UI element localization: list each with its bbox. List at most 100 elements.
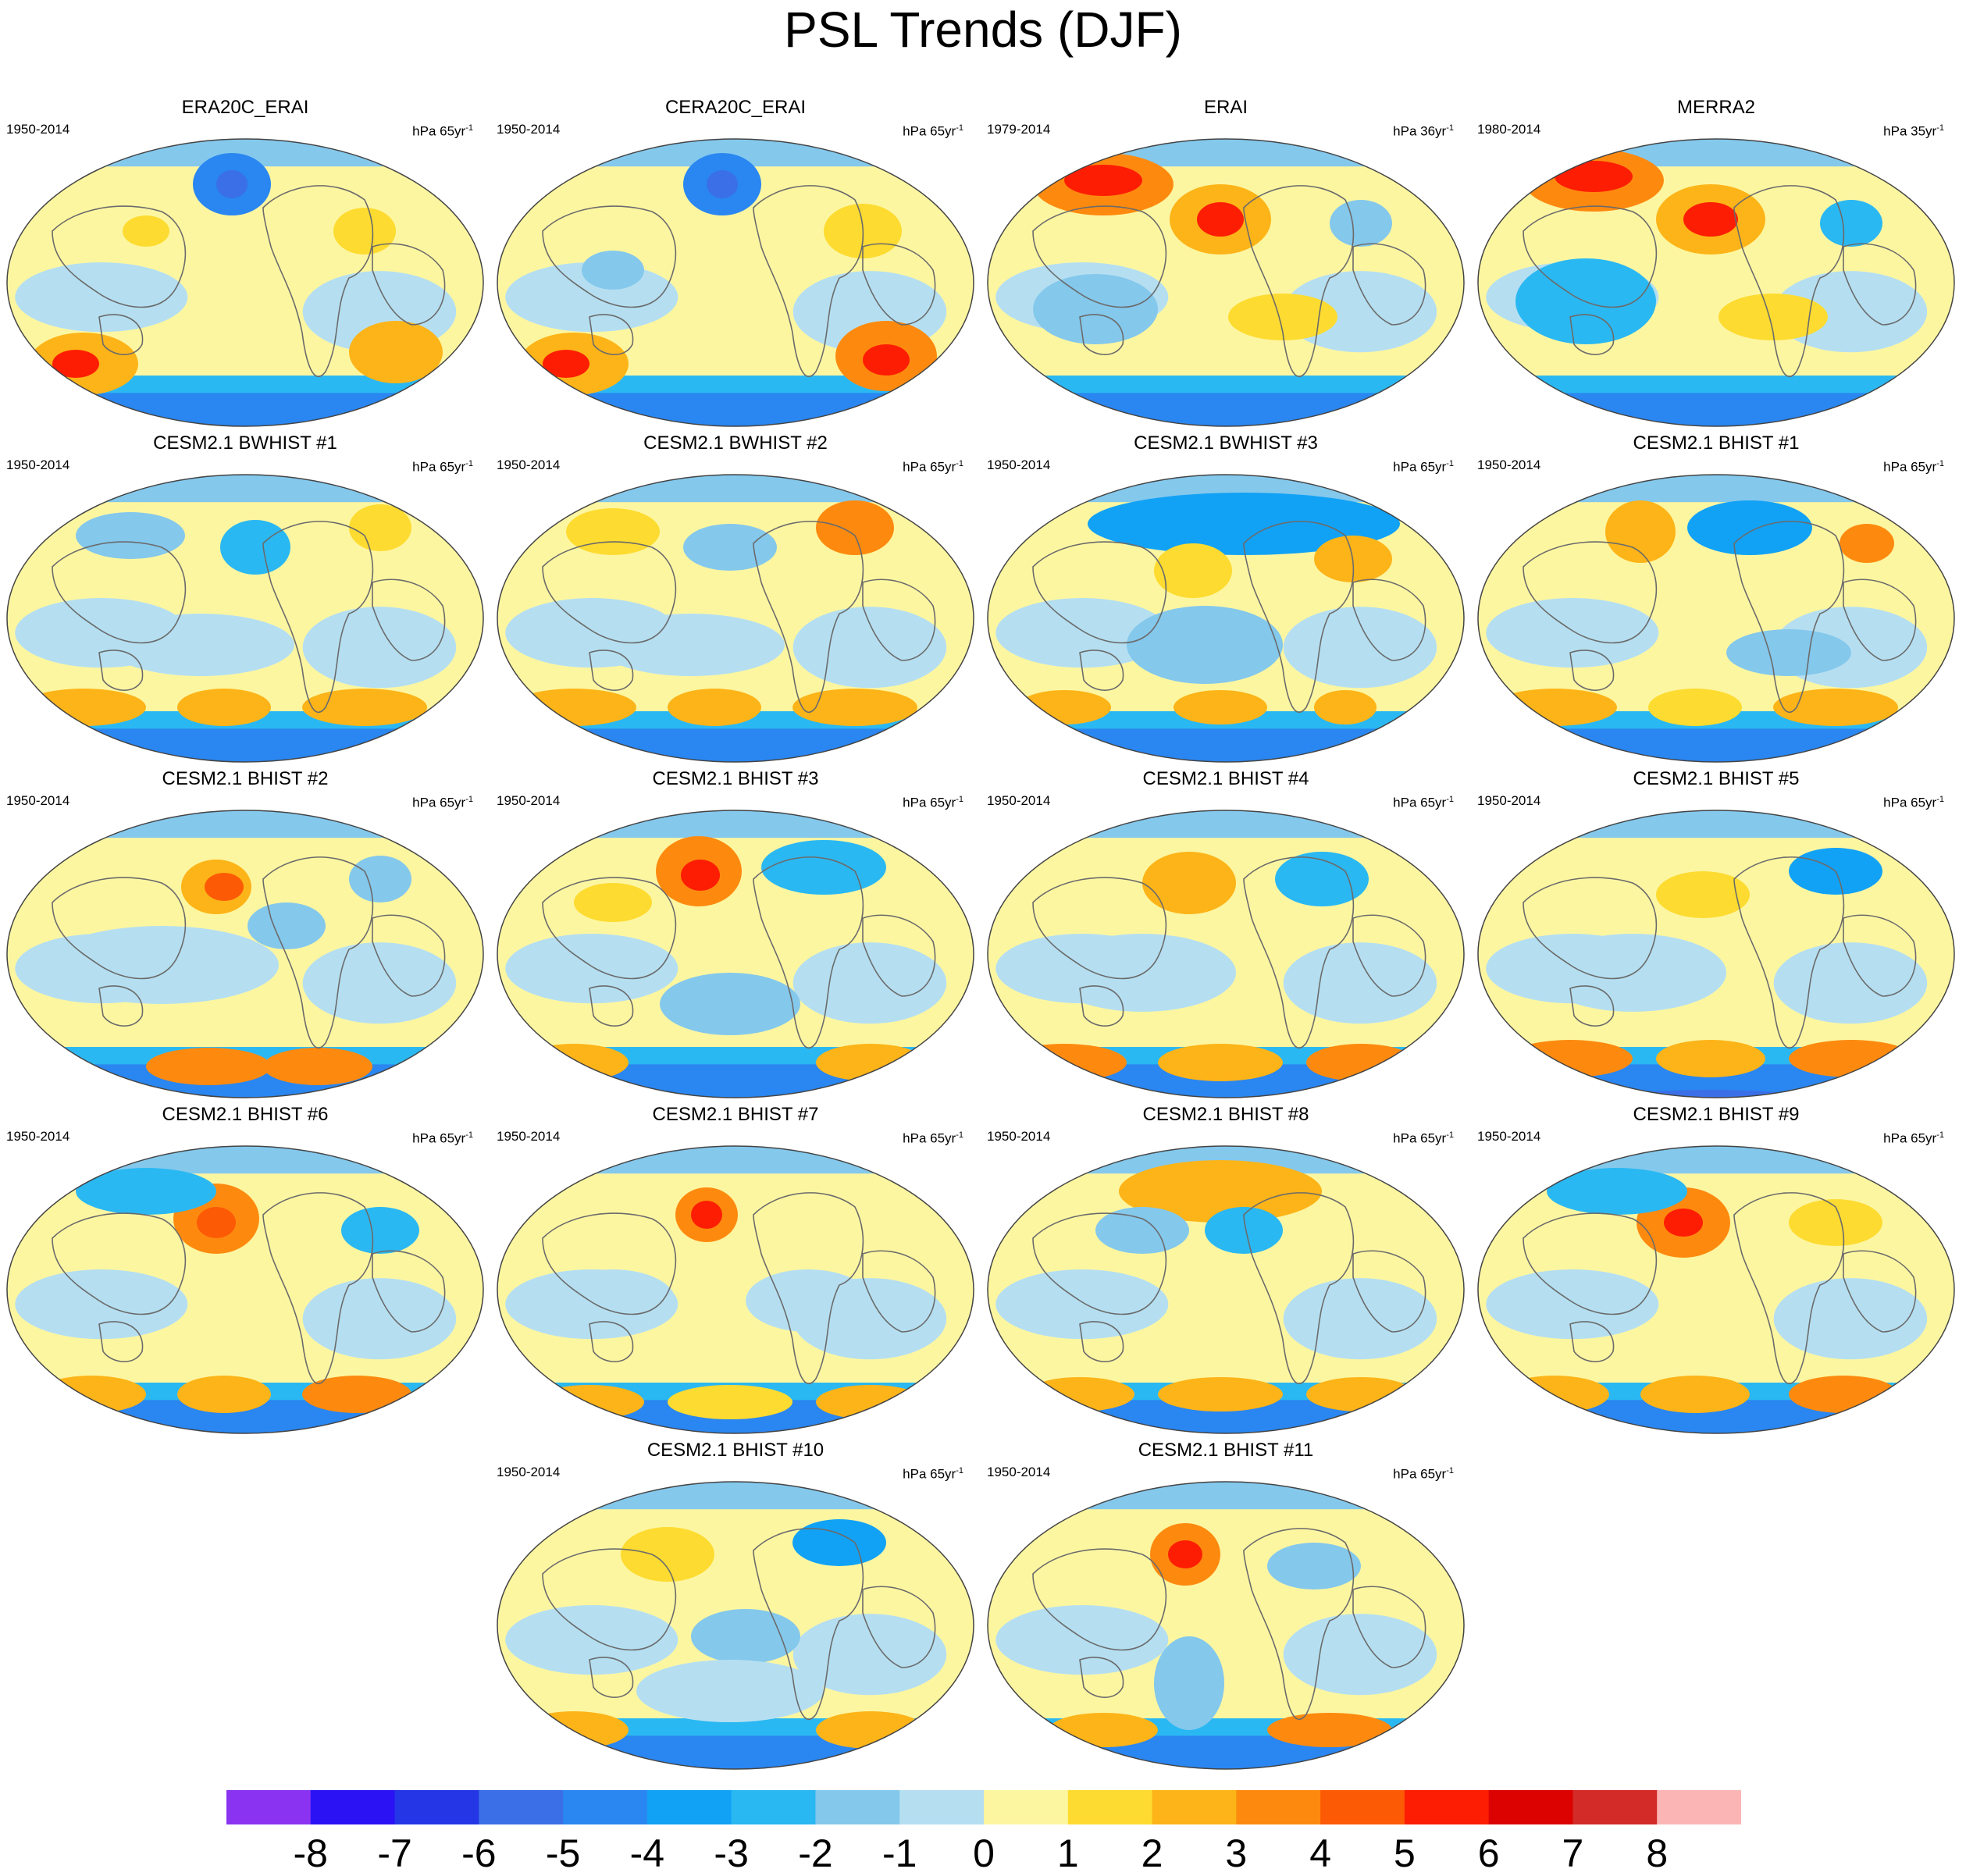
panel-units-exponent: -1 xyxy=(1446,123,1454,133)
colorbar-tick-label: 4 xyxy=(1309,1832,1332,1875)
field-contour xyxy=(1486,597,1659,668)
colorbar-tick-label: 8 xyxy=(1646,1832,1669,1875)
field-contour xyxy=(15,262,188,333)
coastline xyxy=(1032,521,1426,714)
field-antarctic-band xyxy=(1478,393,1954,426)
field-contour xyxy=(1033,274,1158,344)
field-contour xyxy=(248,902,326,949)
map-panel: ERAI 1979-2014 hPa 36yr-1 xyxy=(981,97,1471,431)
coastline xyxy=(542,185,936,378)
field-arctic-band xyxy=(988,139,1464,167)
panel-title: ERAI xyxy=(1203,97,1248,118)
map-frame xyxy=(987,810,1465,1098)
field-contour xyxy=(205,873,244,901)
coastline xyxy=(1523,521,1917,714)
panel-period: 1950-2014 xyxy=(987,1465,1051,1479)
field-contour xyxy=(1492,689,1617,726)
colorbar-swatch xyxy=(1152,1790,1237,1824)
map-frame xyxy=(987,474,1465,763)
field-contour xyxy=(1605,500,1676,563)
field-contour xyxy=(1314,690,1377,724)
map-frame xyxy=(497,474,974,763)
field-contour xyxy=(177,1376,271,1413)
panel-title: CESM2.1 BHIST #7 xyxy=(652,1104,819,1125)
panel-units-exponent: -1 xyxy=(1446,459,1454,468)
field-contour xyxy=(1306,1377,1416,1411)
field-contour xyxy=(995,597,1169,668)
field-contour xyxy=(1773,942,1928,1024)
field-contour xyxy=(1142,852,1236,914)
field-contour xyxy=(691,1201,722,1229)
field-contour xyxy=(1017,690,1111,724)
field-contour xyxy=(349,856,411,902)
field-contour xyxy=(1508,1040,1633,1077)
field-contour xyxy=(707,170,738,198)
panel-title: CESM2.1 BHIST #1 xyxy=(1633,433,1800,454)
map-frame xyxy=(6,474,484,763)
field-contour xyxy=(582,251,644,290)
field-contour xyxy=(1306,1044,1416,1081)
panel-units: hPa 65yr-1 xyxy=(412,456,473,475)
field-contour xyxy=(216,170,248,198)
panel-units: hPa 65yr-1 xyxy=(903,1463,963,1483)
panel-units-exponent: -1 xyxy=(956,123,963,133)
coastline xyxy=(1032,1528,1426,1721)
field-contour xyxy=(746,1269,871,1332)
colorbar xyxy=(226,1790,1741,1824)
field-contour xyxy=(1168,1540,1202,1568)
field-contour xyxy=(1088,493,1400,555)
field-contour xyxy=(792,607,947,689)
map-panel: CESM2.1 BHIST #8 1950-2014 hPa 65yr-1 xyxy=(981,1104,1471,1438)
panel-units-text: hPa 65yr xyxy=(412,795,466,810)
map-field xyxy=(987,138,1465,427)
field-contour xyxy=(995,1269,1169,1340)
panel-title: CESM2.1 BWHIST #3 xyxy=(1134,433,1318,454)
field-contour xyxy=(1154,543,1232,598)
field-contour xyxy=(1656,1040,1765,1077)
coastline xyxy=(52,185,446,378)
panel-units-text: hPa 65yr xyxy=(1393,795,1447,810)
colorbar-tick-label: -3 xyxy=(714,1832,749,1875)
field-contour xyxy=(1820,200,1882,247)
field-contour xyxy=(1119,1160,1322,1223)
panel-title: CESM2.1 BHIST #10 xyxy=(646,1440,825,1461)
field-contour xyxy=(177,689,271,726)
map-panel: ERA20C_ERAI 1950-2014 hPa 65yr-1 xyxy=(0,97,490,431)
map-frame xyxy=(6,138,484,427)
field-contour xyxy=(660,973,800,1035)
coastline xyxy=(1032,185,1426,378)
field-contour xyxy=(1840,524,1894,563)
field-contour xyxy=(107,614,294,676)
panel-units-exponent: -1 xyxy=(1446,1466,1454,1476)
field-contour xyxy=(1174,690,1267,724)
map-panel: CESM2.1 BWHIST #1 1950-2014 hPa 65yr-1 xyxy=(0,433,490,767)
map-field xyxy=(497,138,974,427)
field-contour xyxy=(302,607,457,689)
colorbar-tick-label: 5 xyxy=(1393,1832,1416,1875)
panel-period: 1950-2014 xyxy=(6,793,70,808)
map-panel: CERA20C_ERAI 1950-2014 hPa 65yr-1 xyxy=(490,97,981,431)
panel-units: hPa 65yr-1 xyxy=(1393,1127,1454,1147)
field-contour xyxy=(1547,1168,1687,1215)
panel-units: hPa 65yr-1 xyxy=(1883,1127,1944,1147)
panel-units-text: hPa 65yr xyxy=(1393,1466,1447,1482)
panel-units-text: hPa 65yr xyxy=(903,1466,956,1482)
coastline xyxy=(52,856,446,1049)
field-contour xyxy=(505,1604,678,1675)
coastline xyxy=(542,856,936,1049)
panel-title: CERA20C_ERAI xyxy=(664,97,807,118)
field-contour xyxy=(1275,852,1369,906)
field-contour xyxy=(1773,1278,1928,1360)
panel-title: CESM2.1 BHIST #5 xyxy=(1633,768,1800,789)
panel-units-text: hPa 65yr xyxy=(903,1130,956,1146)
panel-units-text: hPa 65yr xyxy=(412,1130,466,1146)
panel-period: 1950-2014 xyxy=(987,1129,1051,1144)
field-contour xyxy=(349,321,443,383)
coastline xyxy=(1032,1192,1426,1385)
colorbar-tick-label: -4 xyxy=(629,1832,665,1875)
panel-units-exponent: -1 xyxy=(1446,795,1454,804)
field-contour xyxy=(1158,1044,1283,1081)
field-contour xyxy=(302,1376,411,1413)
field-contour xyxy=(792,1614,947,1696)
panel-units-exponent: -1 xyxy=(956,795,963,804)
